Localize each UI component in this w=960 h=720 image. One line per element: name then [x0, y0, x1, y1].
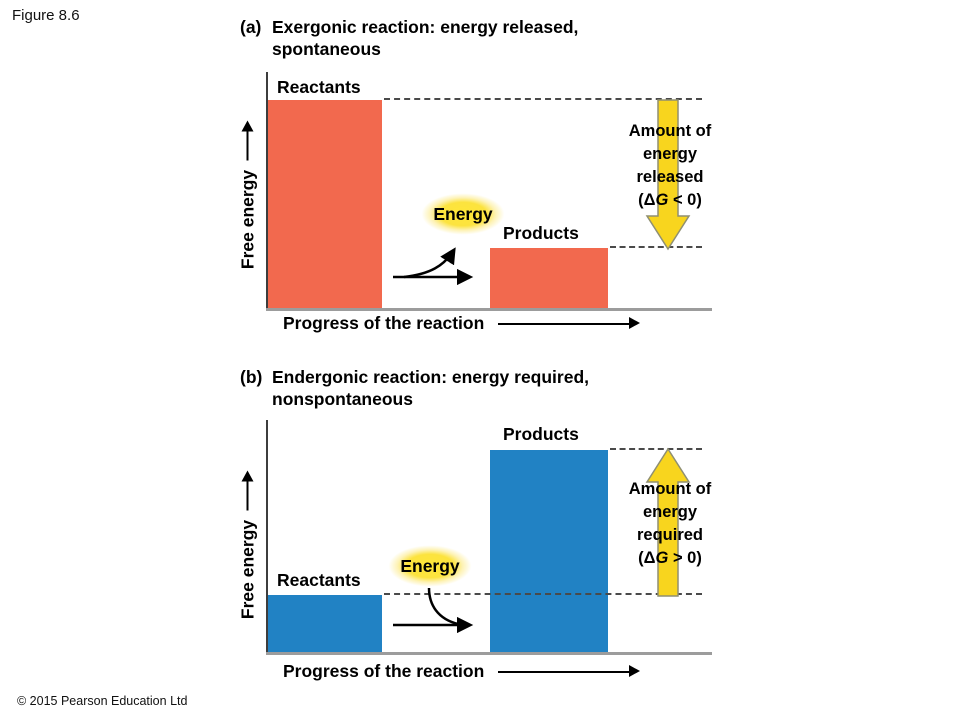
figure-label: Figure 8.6 [12, 7, 80, 24]
panel-a-product-level-dashed-line [610, 246, 702, 248]
panel-b-y-axis [266, 420, 268, 655]
energy-required-arrow-icon [645, 447, 691, 597]
panel-a-y-axis-label: Free energy [237, 103, 259, 298]
panel-a-title: (a) Exergonic reaction: energy released,… [240, 16, 710, 60]
panel-b-energy-blob: Energy [374, 538, 486, 594]
panel-a-products-bar [490, 248, 608, 308]
panel-b-title-line2: nonspontaneous [272, 389, 413, 409]
panel-b-title: (b) Endergonic reaction: energy required… [240, 366, 710, 410]
panel-a-reactant-level-dashed-line [384, 98, 702, 100]
panel-a-reaction-arrow-icon [393, 247, 474, 286]
panel-a-tag: (a) [240, 17, 262, 37]
panel-a-reactants-label: Reactants [277, 77, 361, 97]
panel-a-title-line2: spontaneous [272, 39, 381, 59]
copyright-notice: © 2015 Pearson Education Ltd [17, 694, 188, 708]
panel-a-x-axis-label: Progress of the reaction [283, 313, 641, 334]
panel-b-delta-g-formula: (ΔG > 0) [638, 549, 702, 567]
panel-b-y-axis-label: Free energy [237, 453, 259, 648]
panel-b-tag: (b) [240, 367, 263, 387]
free-energy-up-arrow-icon [246, 130, 249, 161]
panel-b-reactant-level-dashed-line [384, 593, 702, 595]
panel-b-reactants-label: Reactants [277, 570, 361, 590]
free-energy-up-arrow-icon [246, 480, 249, 511]
panel-a-y-axis [266, 72, 268, 311]
progress-right-arrow-icon [498, 665, 641, 677]
panel-a-annotation: Amount of energy released (ΔG < 0) [606, 120, 734, 212]
panel-a-title-line1: Exergonic reaction: energy released, [272, 17, 579, 37]
panel-a-delta-g-formula: (ΔG < 0) [638, 191, 702, 209]
panel-b-product-level-dashed-line [610, 448, 702, 450]
panel-b-x-axis-label: Progress of the reaction [283, 661, 641, 682]
panel-b-products-label: Products [503, 424, 579, 444]
panel-b-title-line1: Endergonic reaction: energy required, [272, 367, 590, 387]
panel-b-x-axis [266, 652, 712, 655]
panel-b-annotation: Amount of energy required (ΔG > 0) [606, 478, 734, 570]
panel-b-reactants-bar [268, 595, 382, 652]
panel-a-reactants-bar [268, 100, 382, 308]
panel-a-products-label: Products [503, 223, 579, 243]
progress-right-arrow-icon [498, 317, 641, 329]
panel-b-reaction-arrow-icon [393, 587, 474, 634]
panel-a-energy-blob: Energy [407, 186, 519, 242]
panel-a-x-axis [266, 308, 712, 311]
energy-released-arrow-icon [645, 99, 691, 251]
panel-b-products-bar [490, 450, 608, 652]
